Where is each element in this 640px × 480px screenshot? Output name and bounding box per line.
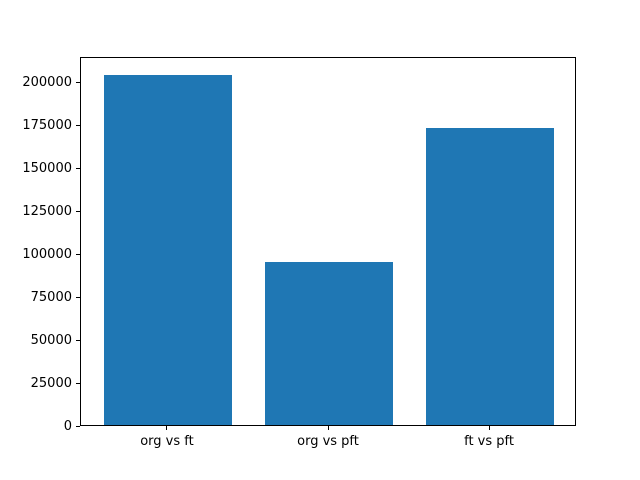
y-tick-label: 200000: [22, 75, 72, 91]
y-tick-mark: [76, 253, 80, 255]
y-tick-label: 25000: [30, 375, 72, 391]
x-tick-mark: [166, 426, 168, 430]
y-tick-mark: [76, 339, 80, 341]
y-tick-label: 50000: [30, 332, 72, 348]
x-tick-mark: [327, 426, 329, 430]
y-tick-label: 150000: [22, 161, 72, 177]
x-tick-mark: [488, 426, 490, 430]
y-tick-mark: [76, 382, 80, 384]
x-tick-label: org vs ft: [140, 434, 194, 449]
y-tick-mark: [76, 82, 80, 84]
plot-area: [80, 57, 576, 426]
bar-ft-vs-pft: [425, 128, 555, 425]
y-tick-mark: [76, 425, 80, 427]
y-tick-label: 125000: [22, 203, 72, 219]
y-tick-mark: [76, 296, 80, 298]
y-tick-label: 175000: [22, 118, 72, 134]
x-tick-label: org vs pft: [297, 434, 359, 449]
x-tick-label: ft vs pft: [464, 434, 514, 449]
y-tick-label: 0: [63, 418, 72, 434]
bar-org-vs-pft: [264, 261, 394, 425]
y-tick-label: 75000: [30, 289, 72, 305]
y-tick-mark: [76, 210, 80, 212]
y-tick-mark: [76, 168, 80, 170]
y-tick-mark: [76, 125, 80, 127]
y-tick-label: 100000: [22, 246, 72, 262]
bar-org-vs-ft: [103, 74, 233, 425]
